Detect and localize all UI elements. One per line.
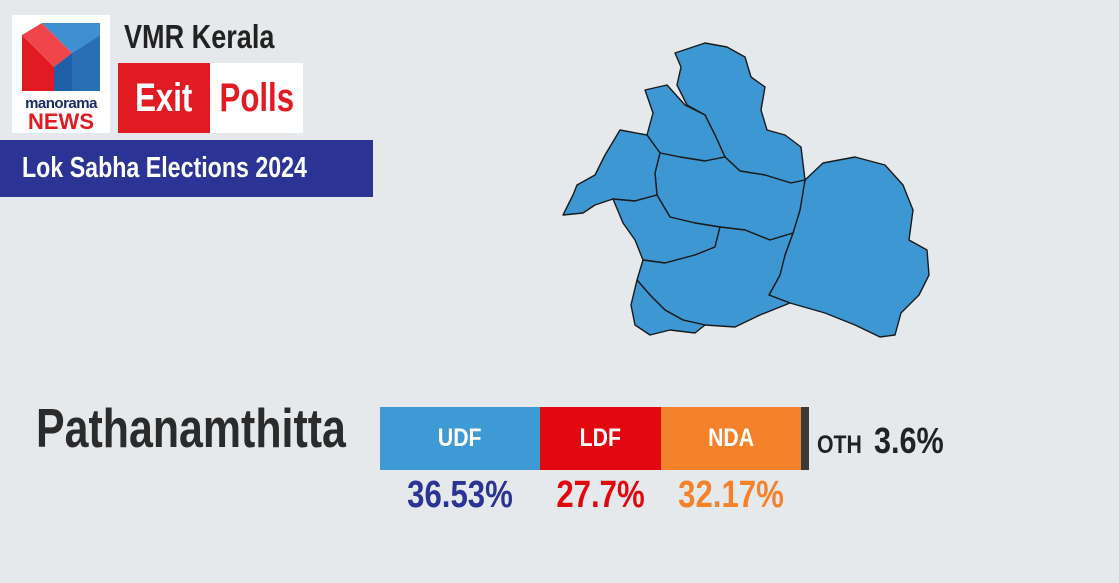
bar-segment-oth [801,407,809,470]
oth-legend: OTH 3.6% [817,420,956,462]
logo-line2: NEWS [28,109,94,134]
banner-text: Lok Sabha Elections 2024 [22,152,307,184]
bar-segment-label-ldf: LDF [579,424,622,452]
logo-emblem-icon [22,23,100,91]
election-banner: Lok Sabha Elections 2024 [0,140,373,197]
percent-label-ldf: 27.7% [556,474,645,516]
bar-segment-nda: NDA [661,407,801,470]
oth-percent: 3.6% [874,420,944,461]
bar-segment-ldf: LDF [540,407,661,470]
percent-label-nda: 32.17% [678,474,784,516]
manorama-news-logo: manorama NEWS [12,15,110,134]
exit-polls-badge: Exit Polls [118,63,303,133]
polls-label-box: Polls [210,63,303,133]
oth-party-label: OTH [817,431,862,459]
bar-segment-label-udf: UDF [438,424,482,452]
bar-segment-label-nda: NDA [707,424,755,452]
constituency-name: Pathanamthitta [36,397,346,459]
map-region-far-south [630,279,706,336]
header-title: VMR Kerala [124,18,275,55]
percent-label-udf: 36.53% [407,474,513,516]
map-region-west [562,129,661,216]
exit-label: Exit [135,75,193,120]
polls-label: Polls [219,75,294,120]
vote-share-bar: UDF LDF NDA [380,407,809,470]
exit-label-box: Exit [118,63,210,133]
constituency-map [562,42,930,338]
logo-line1: manorama [25,95,97,112]
bar-segment-udf: UDF [380,407,540,470]
